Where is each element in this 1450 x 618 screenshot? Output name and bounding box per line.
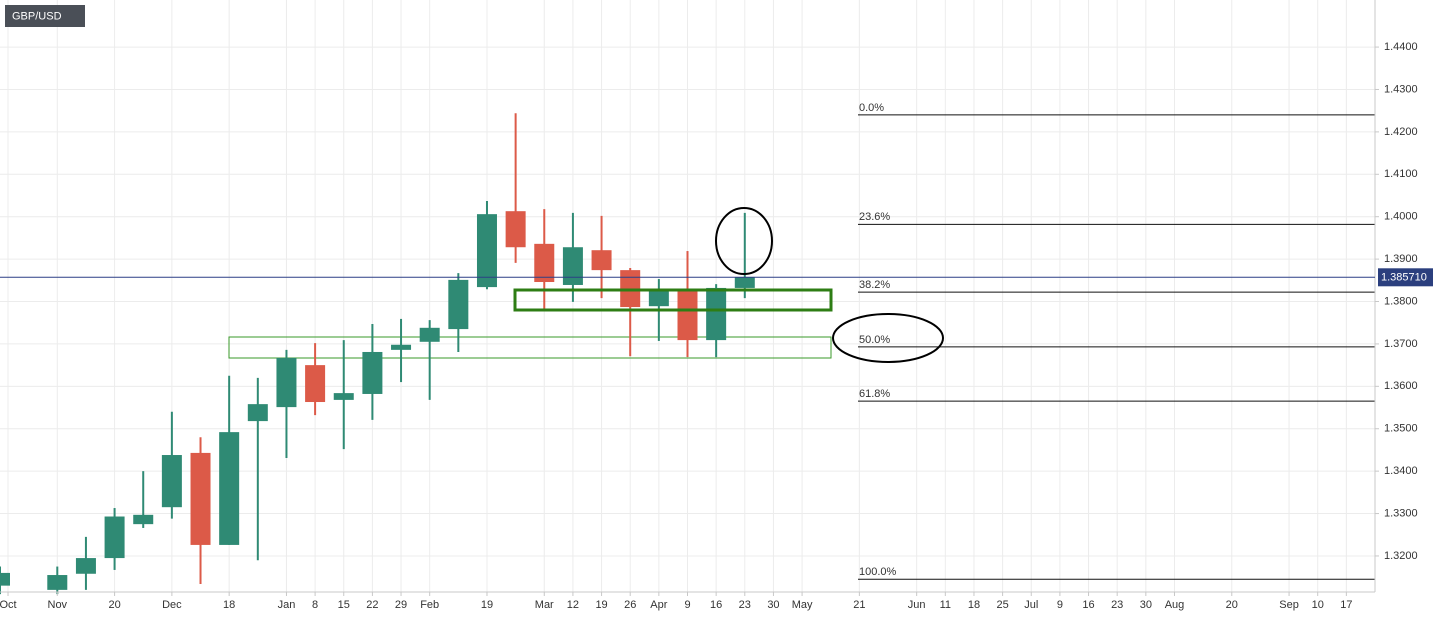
candle-body [677,290,698,341]
x-tick-label: Mar [535,599,554,611]
y-tick-label: 1.3700 [1384,338,1418,350]
candle-body [362,351,383,394]
y-tick-label: 1.3500 [1384,423,1418,435]
candle-body [448,279,469,330]
last-price-label: 1.385710 [1381,272,1427,284]
x-tick-label: Jun [908,599,926,611]
y-tick-label: 1.3300 [1384,507,1418,519]
candle-body [0,572,10,586]
y-tick-label: 1.3800 [1384,295,1418,307]
x-tick-label: 30 [1140,599,1152,611]
resistance-zone [513,288,833,312]
candle-body [305,365,326,403]
x-tick-label: Nov [48,599,68,611]
candle-body [534,243,555,283]
candle-body [104,516,125,559]
x-tick-label: 26 [624,599,636,611]
x-tick-label: 30 [767,599,779,611]
fib-label: 23.6% [859,211,890,223]
candle-body [47,575,68,590]
fib-label: 0.0% [859,102,884,114]
x-tick-label: Jan [278,599,296,611]
fib-label: 61.8% [859,388,890,400]
x-tick-label: 15 [338,599,350,611]
candle-body [476,214,497,288]
x-tick-label: 11 [940,599,951,611]
x-tick-label: 29 [395,599,407,611]
candle-body [190,452,211,545]
x-tick-label: 17 [1340,599,1352,611]
y-tick-label: 1.4300 [1384,83,1418,95]
y-tick-label: 1.4100 [1384,168,1418,180]
x-tick-label: 19 [595,599,607,611]
candle-body [219,432,240,545]
candle-body [75,558,96,574]
annotations [228,336,832,359]
title-box [5,5,85,27]
x-tick-label: 9 [684,599,690,611]
x-tick-label: 23 [739,599,751,611]
x-tick-label: 8 [312,599,318,611]
candle-body [391,344,412,350]
x-tick-label: 10 [1312,599,1324,611]
candle-body [276,357,297,408]
candle-body [161,455,182,508]
candle-body [247,404,268,422]
y-tick-label: 1.3900 [1384,253,1418,265]
x-tick-label: 9 [1057,599,1063,611]
x-tick-label: 23 [1111,599,1123,611]
x-tick-label: 18 [968,599,980,611]
chart-title: GBP/USD [12,10,62,22]
x-tick-label: 22 [366,599,378,611]
candles [0,113,755,595]
fib-label: 38.2% [859,279,890,291]
candle-body [133,514,154,525]
x-tick-label: 18 [223,599,235,611]
candle-body [333,393,354,400]
y-tick-label: 1.3200 [1384,550,1418,562]
fib-label: 50.0% [859,334,890,346]
x-tick-label: 12 [567,599,579,611]
x-tick-label: May [792,599,813,611]
x-tick-label: 19 [481,599,493,611]
candle-body [562,247,583,285]
x-tick-label: Dec [162,599,182,611]
y-tick-label: 1.3600 [1384,380,1418,392]
x-tick-label: 25 [996,599,1008,611]
last-price-box [1378,268,1433,287]
annotations-top [513,207,944,363]
candle-body [648,289,669,307]
x-tick-label: 20 [108,599,120,611]
x-tick-label: Sep [1279,599,1299,611]
x-tick-label: Oct [0,599,17,611]
candle-body [706,287,727,341]
y-tick-label: 1.3400 [1384,465,1418,477]
candle-body [591,250,612,271]
highlight-ellipse [715,207,773,275]
support-zone [228,336,832,359]
y-tick-label: 1.4400 [1384,41,1418,53]
x-tick-label: 21 [853,599,865,611]
x-tick-label: 16 [1082,599,1094,611]
candle-body [734,277,755,288]
x-tick-label: 16 [710,599,722,611]
candle-body [419,327,440,342]
x-tick-label: Aug [1165,599,1185,611]
fib-label: 100.0% [859,566,897,578]
x-tick-label: Feb [420,599,439,611]
x-tick-label: Apr [650,599,667,611]
y-tick-label: 1.4000 [1384,211,1418,223]
candle-body [505,211,526,248]
x-tick-label: 20 [1226,599,1238,611]
y-tick-label: 1.4200 [1384,126,1418,138]
x-tick-label: Jul [1024,599,1038,611]
highlight-ellipse [832,313,944,363]
